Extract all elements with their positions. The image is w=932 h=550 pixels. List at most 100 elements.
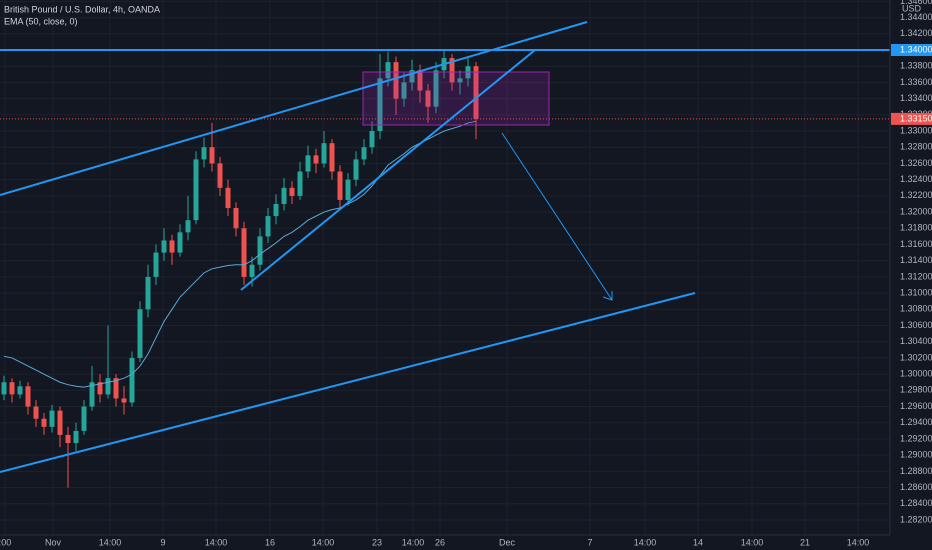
candle-body — [369, 131, 375, 148]
x-tick-label: 14:00 — [847, 537, 870, 547]
candle-body — [329, 143, 335, 172]
candle-body — [177, 232, 183, 253]
candle-body — [321, 143, 327, 164]
y-tick-label: 1.33400 — [900, 93, 932, 103]
candle-body — [401, 82, 407, 99]
price-axis — [890, 0, 932, 550]
y-tick-label: 1.32400 — [900, 174, 932, 184]
y-tick-label: 1.31000 — [900, 287, 932, 297]
candle-body — [449, 58, 455, 83]
y-tick-label: 1.29400 — [900, 417, 932, 427]
x-tick-label: :00 — [0, 537, 11, 547]
candle-body — [1, 382, 7, 395]
candle-body — [201, 147, 207, 160]
y-tick-label: 1.30600 — [900, 320, 932, 330]
candle-body — [297, 171, 303, 196]
candle-body — [249, 264, 255, 277]
y-tick-label: 1.30200 — [900, 352, 932, 362]
x-tick-label: 14:00 — [634, 537, 657, 547]
candle-body — [417, 70, 423, 91]
candle-body — [409, 70, 415, 83]
x-tick-label: 14:00 — [741, 537, 764, 547]
candle-body — [241, 228, 247, 277]
y-tick-label: 1.31800 — [900, 223, 932, 233]
candle-body — [153, 252, 159, 277]
candle-body — [49, 410, 55, 427]
y-tick-label: 1.29200 — [900, 433, 932, 443]
x-tick-label: Dec — [499, 537, 516, 547]
y-tick-label: 1.29600 — [900, 401, 932, 411]
y-tick-label: 1.29800 — [900, 385, 932, 395]
y-tick-label: 1.30800 — [900, 304, 932, 314]
candle-body — [9, 382, 15, 395]
y-tick-label: 1.32800 — [900, 142, 932, 152]
candle-body — [105, 378, 111, 395]
candle-body — [337, 171, 343, 200]
candle-body — [361, 147, 367, 160]
candle-body — [473, 66, 479, 119]
wedge-line — [240, 49, 536, 291]
y-tick-label: 1.32000 — [900, 206, 932, 216]
y-tick-label: 1.30000 — [900, 369, 932, 379]
marks — [0, 48, 890, 488]
indicator-legend: EMA (50, close, 0) — [4, 16, 78, 26]
x-tick-label: 9 — [160, 537, 165, 547]
x-tick-label: 14:00 — [402, 537, 425, 547]
x-tick-label: Nov — [45, 537, 62, 547]
candle-body — [265, 216, 271, 237]
price-line-tag — [891, 43, 932, 56]
candle-body — [433, 70, 439, 107]
candle-body — [313, 155, 319, 164]
candle-body — [345, 179, 351, 200]
candle-body — [65, 434, 71, 444]
y-tick-label: 1.28600 — [900, 482, 932, 492]
chart-title: British Pound / U.S. Dollar, 4h, OANDA — [4, 4, 160, 14]
candle-body — [89, 382, 95, 407]
x-tick-label: 14:00 — [205, 537, 228, 547]
y-tick-label: 1.28800 — [900, 466, 932, 476]
candle-body — [33, 406, 39, 419]
last-price-tag — [891, 112, 932, 125]
candle-body — [233, 208, 239, 229]
upper-channel — [0, 21, 588, 196]
y-tick-label: 1.34600 — [900, 0, 932, 6]
x-tick-label: 14:00 — [99, 537, 122, 547]
candle-body — [81, 406, 87, 431]
drawings — [0, 21, 696, 473]
x-tick-label: 16 — [265, 537, 275, 547]
y-tick-label: 1.31600 — [900, 239, 932, 249]
candle-body — [17, 386, 23, 395]
candle-body — [25, 386, 31, 407]
range-box — [362, 71, 550, 126]
candle-body — [73, 430, 79, 444]
x-tick-label: 26 — [435, 537, 445, 547]
candle-body — [273, 203, 279, 217]
y-tick-label: 1.34200 — [900, 28, 932, 38]
candle-body — [129, 357, 135, 403]
y-tick-label: 1.29000 — [900, 450, 932, 460]
candle-body — [393, 62, 399, 99]
x-tick-label: 23 — [372, 537, 382, 547]
y-tick-label: 1.33000 — [900, 125, 932, 135]
arrow — [501, 132, 613, 301]
candle-body — [353, 159, 359, 180]
y-tick-label: 1.31200 — [900, 271, 932, 281]
candle-body — [425, 90, 431, 107]
candle-body — [209, 147, 215, 164]
y-tick-label: 1.31400 — [900, 255, 932, 265]
candle-body — [113, 378, 119, 399]
candle-body — [185, 220, 191, 233]
x-tick-label: 14:00 — [312, 537, 335, 547]
y-tick-label: 1.34400 — [900, 12, 932, 22]
currency: USD — [902, 3, 922, 13]
candle-body — [161, 240, 167, 253]
candle-body — [257, 236, 263, 265]
x-tick-label: 14 — [693, 537, 703, 547]
candle-body — [457, 78, 463, 83]
y-tick-label: 1.33600 — [900, 77, 932, 87]
arrow-head — [602, 291, 613, 301]
candle-body — [225, 187, 231, 209]
x-tick-label: 21 — [800, 537, 810, 547]
